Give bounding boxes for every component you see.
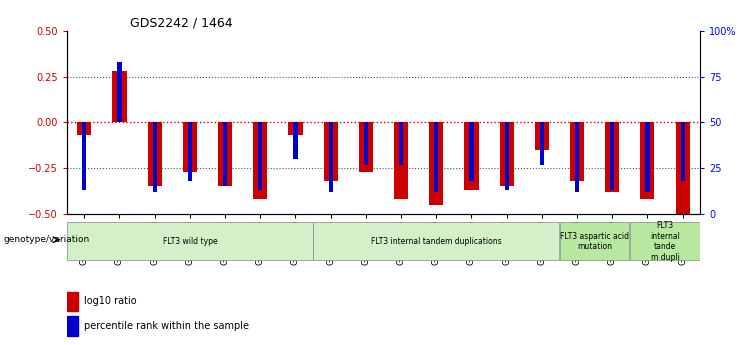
- Bar: [183, 122, 197, 172]
- Bar: [324, 122, 338, 181]
- Bar: [364, 122, 368, 165]
- Bar: [645, 122, 650, 192]
- Text: log10 ratio: log10 ratio: [84, 296, 137, 306]
- Text: GDS2242 / 1464: GDS2242 / 1464: [130, 17, 233, 30]
- Bar: [676, 122, 690, 214]
- Text: FLT3 wild type: FLT3 wild type: [162, 237, 217, 246]
- Bar: [187, 122, 192, 181]
- Bar: [147, 122, 162, 187]
- Bar: [575, 122, 579, 192]
- Text: FLT3 internal tandem duplications: FLT3 internal tandem duplications: [371, 237, 502, 246]
- Bar: [535, 122, 549, 150]
- Bar: [469, 122, 473, 181]
- Bar: [559, 222, 630, 260]
- Bar: [218, 122, 232, 187]
- Bar: [288, 122, 302, 135]
- Bar: [630, 222, 700, 260]
- Bar: [313, 222, 559, 260]
- Bar: [67, 316, 78, 335]
- Bar: [82, 122, 87, 190]
- Bar: [117, 62, 122, 122]
- Bar: [465, 122, 479, 190]
- Bar: [113, 71, 127, 122]
- Bar: [539, 122, 544, 165]
- Bar: [680, 122, 685, 181]
- Bar: [359, 122, 373, 172]
- Bar: [610, 122, 614, 190]
- Bar: [67, 292, 78, 311]
- Bar: [153, 122, 157, 192]
- Bar: [258, 122, 262, 190]
- Bar: [223, 122, 227, 187]
- Bar: [434, 122, 439, 192]
- Bar: [253, 122, 268, 199]
- Bar: [605, 122, 619, 192]
- Bar: [570, 122, 584, 181]
- Text: FLT3
internal
tande
m dupli: FLT3 internal tande m dupli: [650, 221, 680, 262]
- Bar: [499, 122, 514, 187]
- Bar: [505, 122, 509, 190]
- Bar: [67, 222, 313, 260]
- Bar: [328, 122, 333, 192]
- Bar: [429, 122, 443, 205]
- Bar: [399, 122, 403, 165]
- Bar: [394, 122, 408, 199]
- Bar: [640, 122, 654, 199]
- Text: FLT3 aspartic acid
mutation: FLT3 aspartic acid mutation: [560, 232, 629, 251]
- Text: genotype/variation: genotype/variation: [4, 235, 90, 244]
- Bar: [293, 122, 298, 159]
- Text: percentile rank within the sample: percentile rank within the sample: [84, 321, 249, 331]
- Bar: [77, 122, 91, 135]
